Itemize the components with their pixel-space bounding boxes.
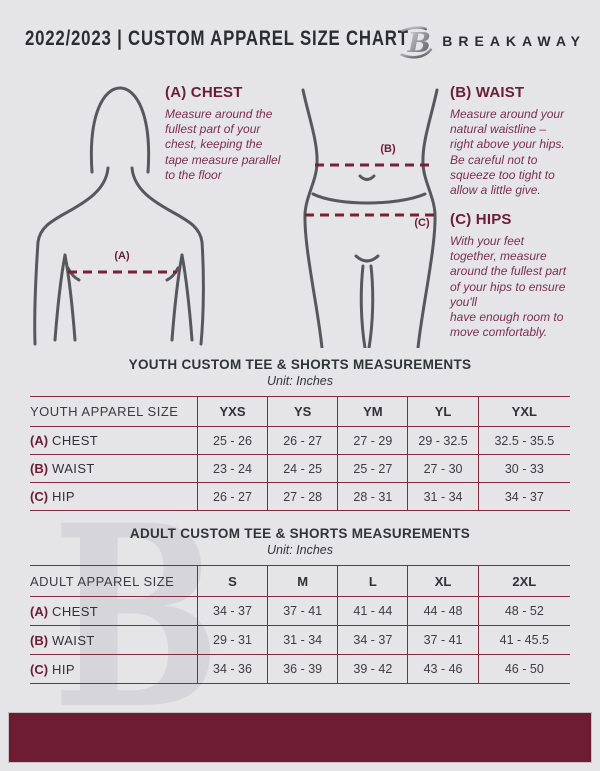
table-cell: 39 - 42 (337, 654, 409, 684)
adult-size-m: M (267, 565, 339, 597)
table-cell: 29 - 31 (197, 625, 269, 655)
youth-size-ys: YS (267, 396, 339, 427)
row-prefix: (C) (30, 489, 49, 504)
row-label-cell: (A) CHEST (30, 426, 198, 455)
row-label-cell: (C) HIP (30, 654, 198, 684)
youth-size-yxs: YXS (197, 396, 269, 427)
hips-guide-heading: (C) HIPS (450, 211, 512, 228)
chest-guide-body: Measure around the fullest part of your … (165, 107, 281, 182)
chest-marker-label: (A) (114, 250, 130, 262)
brand-logo: B BREAKAWAY (400, 20, 586, 62)
table-cell: 26 - 27 (267, 426, 339, 455)
page-title: 2022/2023 | CUSTOM APPAREL SIZE CHART (25, 27, 409, 50)
adult-header-row: ADULT APPAREL SIZE S M L XL 2XL (30, 565, 570, 597)
hips-guide: (C) HIPS With your feet together, measur… (450, 211, 595, 340)
table-cell: 24 - 25 (267, 454, 339, 483)
table-cell: 31 - 34 (407, 482, 479, 511)
youth-size-column-header: YOUTH APPAREL SIZE (30, 396, 198, 427)
adult-size-table: ADULT APPAREL SIZE S M L XL 2XL (A) CHEST… (30, 565, 570, 684)
table-cell: 37 - 41 (407, 625, 479, 655)
youth-header-row: YOUTH APPAREL SIZE YXS YS YM YL YXL (30, 396, 570, 427)
table-cell: 23 - 24 (197, 454, 269, 483)
table-cell: 41 - 45.5 (478, 625, 570, 655)
youth-size-yl: YL (407, 396, 479, 427)
table-cell: 37 - 41 (267, 596, 339, 626)
footer-accent-bar (8, 712, 592, 763)
table-cell: 27 - 30 (407, 454, 479, 483)
row-prefix: (B) (30, 632, 49, 648)
chest-guide: (A) CHEST Measure around the fullest par… (165, 84, 293, 183)
hips-marker-label: (C) (414, 217, 430, 229)
row-measure-name: WAIST (52, 632, 95, 648)
table-cell: 46 - 50 (478, 654, 570, 684)
table-cell: 31 - 34 (267, 625, 339, 655)
table-cell: 43 - 46 (407, 654, 479, 684)
youth-size-ym: YM (337, 396, 409, 427)
youth-unit-label: Unit: Inches (266, 374, 333, 388)
adult-size-2xl: 2XL (512, 573, 537, 589)
table-cell: 44 - 48 (407, 596, 479, 626)
waist-guide-body: Measure around your natural waistline – … (450, 107, 565, 198)
table-cell: 29 - 32.5 (407, 426, 479, 455)
youth-size-yxl: YXL (511, 404, 537, 419)
row-prefix: (B) (30, 461, 49, 476)
youth-section-title: YOUTH CUSTOM TEE & SHORTS MEASUREMENTS (128, 357, 472, 372)
upper-body-figure (33, 86, 205, 346)
adult-chest-row: (A) CHEST 34 - 37 37 - 41 41 - 44 44 - 48… (30, 596, 570, 626)
table-cell: 28 - 31 (337, 482, 409, 511)
adult-hip-row: (C) HIP 34 - 36 36 - 39 39 - 42 43 - 46 4… (30, 654, 570, 684)
table-cell: 27 - 29 (337, 426, 409, 455)
table-cell: 30 - 33 (478, 454, 570, 483)
row-measure-name: CHEST (52, 603, 99, 619)
chest-guide-heading: (A) CHEST (165, 84, 243, 101)
row-label-cell: (B) WAIST (30, 454, 198, 483)
adult-section-title: ADULT CUSTOM TEE & SHORTS MEASUREMENTS (129, 526, 471, 541)
table-cell: 36 - 39 (267, 654, 339, 684)
row-prefix: (A) (30, 603, 49, 619)
row-measure-name: WAIST (52, 461, 95, 476)
row-label-cell: (A) CHEST (30, 596, 198, 626)
row-measure-name: HIP (52, 489, 75, 504)
youth-chest-row: (A) CHEST 25 - 26 26 - 27 27 - 29 29 - 32… (30, 426, 570, 455)
table-cell: 34 - 37 (337, 625, 409, 655)
hips-guide-body: With your feet together, measure around … (450, 234, 567, 340)
row-label-cell: (B) WAIST (30, 625, 198, 655)
row-measure-name: CHEST (52, 433, 99, 448)
table-cell: 32.5 - 35.5 (478, 426, 570, 455)
row-measure-name: HIP (52, 661, 75, 677)
waist-guide-heading: (B) WAIST (450, 84, 525, 101)
table-cell: 48 - 52 (478, 596, 570, 626)
waist-marker-label: (B) (380, 143, 396, 155)
row-label-cell: (C) HIP (30, 482, 198, 511)
table-cell: 27 - 28 (267, 482, 339, 511)
youth-hip-row: (C) HIP 26 - 27 27 - 28 28 - 31 31 - 34 3… (30, 482, 570, 511)
adult-size-l: L (337, 565, 409, 597)
adult-size-column-header: ADULT APPAREL SIZE (30, 565, 198, 597)
table-cell: 34 - 37 (478, 482, 570, 511)
lower-body-figure (301, 88, 439, 348)
table-cell: 26 - 27 (197, 482, 269, 511)
brand-name: BREAKAWAY (442, 33, 586, 49)
adult-unit-label: Unit: Inches (266, 543, 333, 557)
table-cell: 34 - 36 (197, 654, 269, 684)
row-prefix: (C) (30, 661, 49, 677)
adult-size-xl: XL (407, 565, 479, 597)
breakaway-b-monogram-icon: B (400, 26, 433, 59)
youth-size-table: YOUTH APPAREL SIZE YXS YS YM YL YXL (A) C… (30, 396, 570, 511)
adult-size-s: S (197, 565, 269, 597)
table-cell: 41 - 44 (337, 596, 409, 626)
waist-guide: (B) WAIST Measure around your natural wa… (450, 84, 590, 198)
table-cell: 25 - 26 (197, 426, 269, 455)
adult-waist-row: (B) WAIST 29 - 31 31 - 34 34 - 37 37 - 41… (30, 625, 570, 655)
table-cell: 34 - 37 (197, 596, 269, 626)
table-cell: 25 - 27 (337, 454, 409, 483)
youth-waist-row: (B) WAIST 23 - 24 24 - 25 25 - 27 27 - 30… (30, 454, 570, 483)
row-prefix: (A) (30, 433, 49, 448)
